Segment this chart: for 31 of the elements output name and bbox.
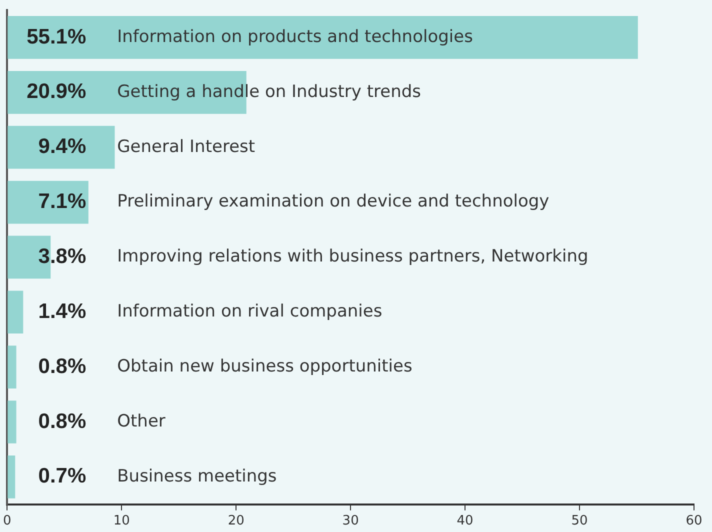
bar (8, 456, 16, 498)
y-tick-label: Preliminary examination on device and technology (117, 192, 550, 212)
y-tick-label: Other (117, 411, 166, 432)
data-label: 0.8% (38, 354, 86, 378)
y-tick-label: Business meetings (117, 466, 277, 486)
y-tick-label: General Interest (117, 136, 256, 157)
bar (8, 400, 16, 444)
data-label: 3.8% (38, 244, 86, 268)
data-label: 20.9% (26, 80, 86, 104)
data-label: 9.4% (38, 135, 86, 158)
data-label: 1.4% (38, 300, 86, 323)
bar (8, 126, 115, 169)
data-label: 55.1% (26, 25, 86, 48)
bar (8, 346, 16, 388)
bar (8, 16, 638, 59)
y-tick-label: Obtain new business opportunities (117, 356, 412, 376)
bar (8, 180, 88, 224)
x-tick-label: 40 (456, 514, 474, 529)
x-tick-label: 30 (342, 514, 359, 529)
y-tick-label: Information on products and technologies (117, 26, 474, 47)
x-tick-label: 20 (228, 514, 244, 529)
bar (8, 290, 24, 334)
x-tick-label: 50 (571, 514, 588, 529)
x-tick-label: 60 (686, 514, 702, 529)
y-tick-label: Improving relations with business partners, Networking (117, 246, 588, 267)
x-tick-label: 0 (2, 514, 12, 529)
x-tick-label: 10 (113, 514, 130, 529)
data-label: 0.8% (38, 410, 86, 433)
data-label: 7.1% (38, 190, 86, 214)
data-label: 0.7% (38, 464, 86, 488)
y-tick-label: Information on rival companies (117, 302, 382, 322)
